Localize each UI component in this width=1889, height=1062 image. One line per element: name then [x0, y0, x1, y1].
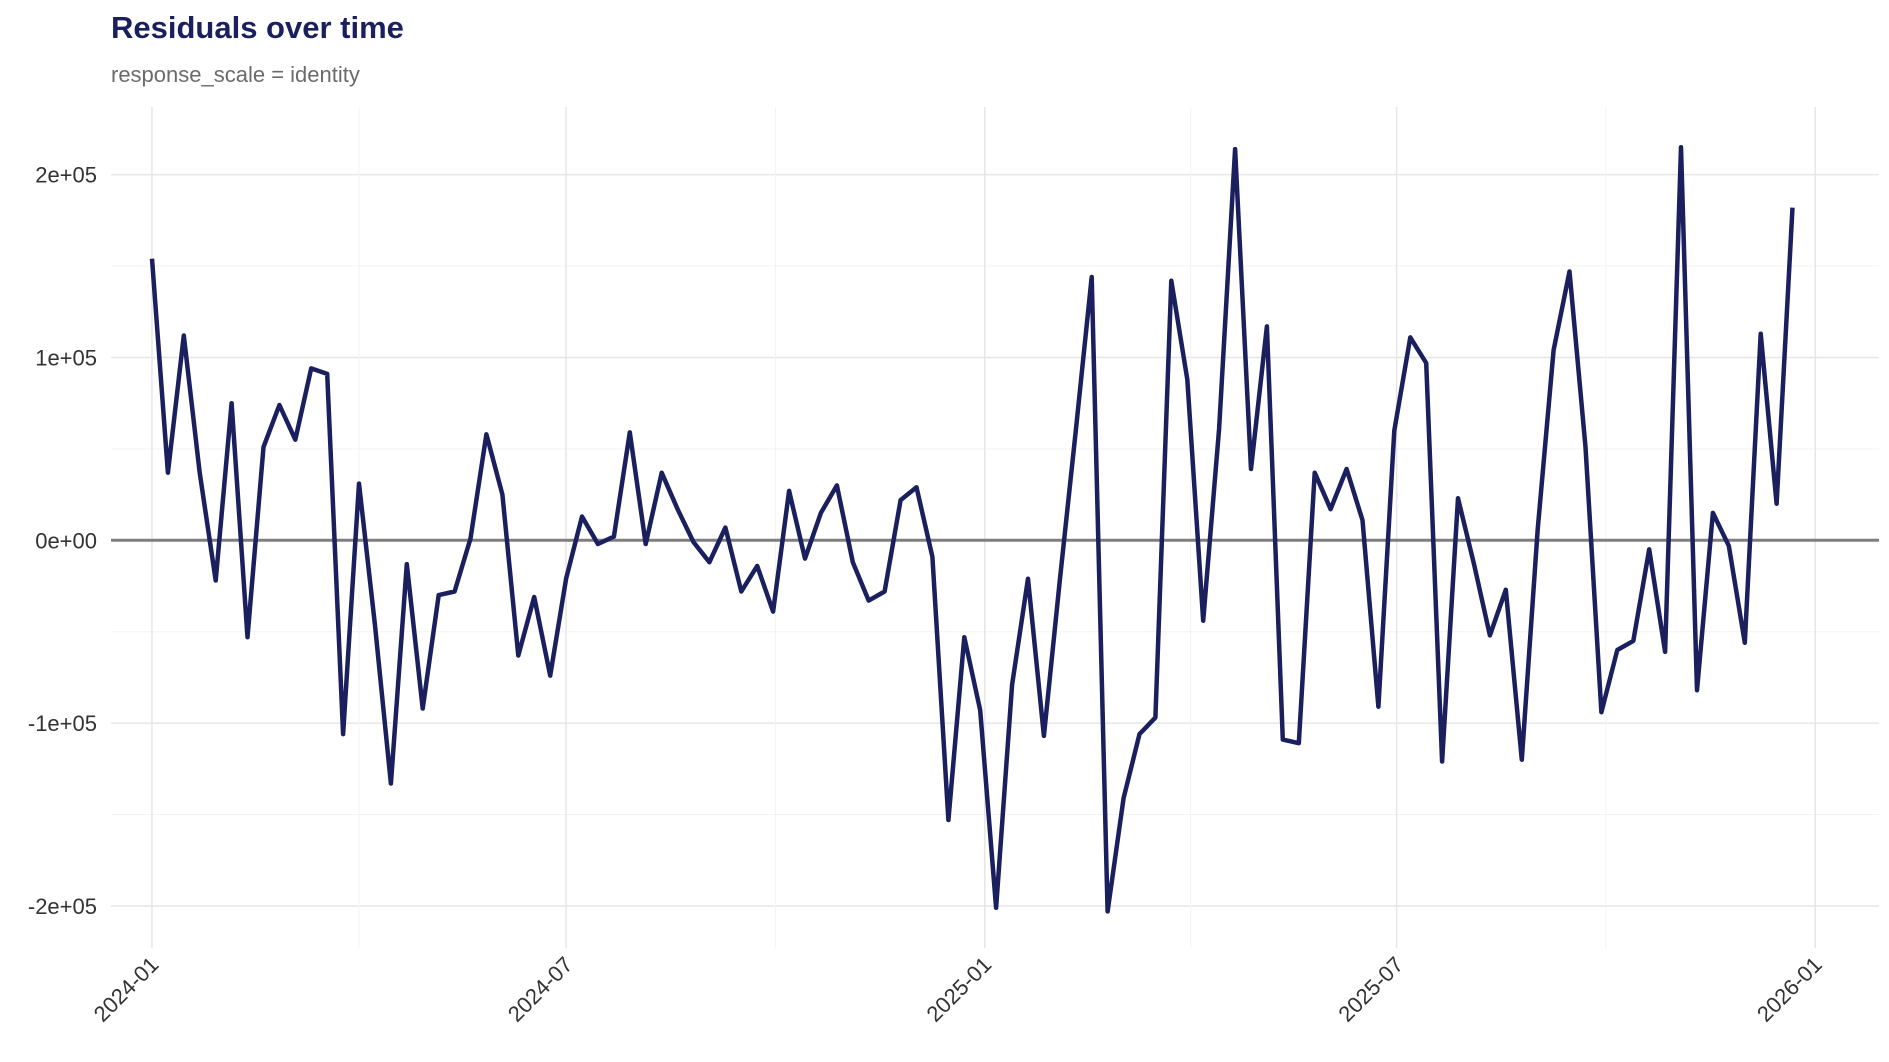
y-tick-label: -2e+05	[28, 894, 97, 919]
x-axis-tick-labels: 2024-01 2024-07 2025-01 2025-07 2026-01	[89, 952, 1827, 1027]
x-tick-label: 2026-01	[1752, 952, 1827, 1027]
y-tick-label: 1e+05	[35, 345, 97, 370]
x-tick-label: 2025-01	[922, 952, 997, 1027]
y-tick-label: -1e+05	[28, 711, 97, 736]
x-tick-label: 2024-01	[89, 952, 164, 1027]
x-tick-label: 2025-07	[1333, 952, 1408, 1027]
grid-lines	[111, 107, 1879, 948]
chart-subtitle: response_scale = identity	[111, 62, 360, 87]
residual-line	[149, 144, 1795, 914]
y-tick-label: 2e+05	[35, 163, 97, 188]
data-series	[149, 144, 1795, 914]
chart-title: Residuals over time	[111, 10, 404, 45]
x-tick-label: 2024-07	[503, 952, 578, 1027]
y-axis-tick-labels: -2e+05 -1e+05 0e+00 1e+05 2e+05	[28, 163, 97, 919]
y-tick-label: 0e+00	[35, 528, 97, 553]
